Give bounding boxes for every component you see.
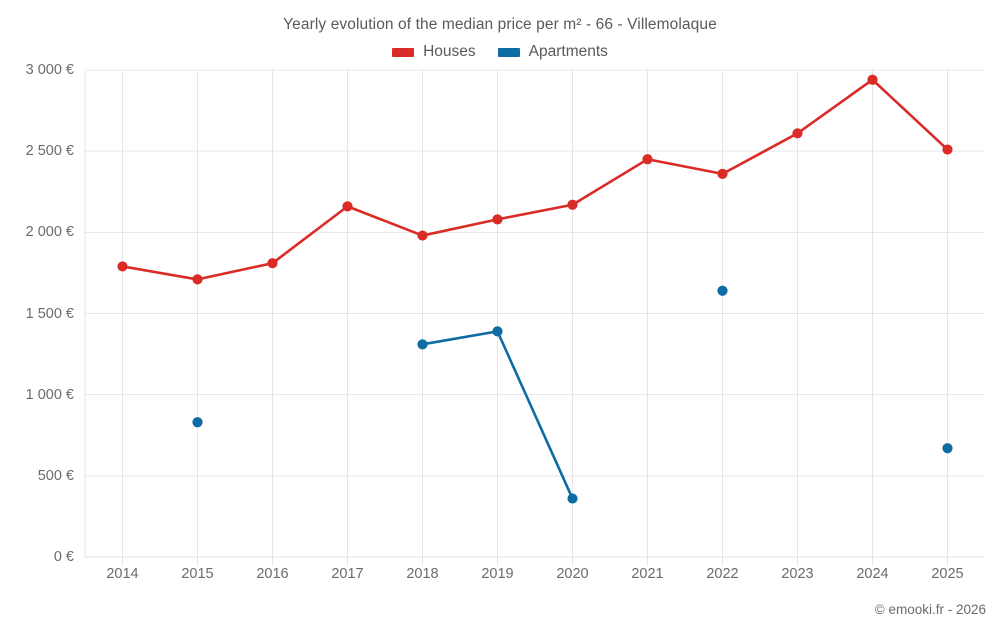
y-tick-label: 2 500 €	[25, 143, 74, 160]
y-tick-label: 2 000 €	[25, 224, 74, 241]
data-point[interactable]	[492, 326, 503, 337]
data-point[interactable]	[567, 199, 578, 210]
y-axis-tick-labels: 0 € 500 € 1 000 € 1 500 € 2 000 € 2 500 € 3 00…	[0, 0, 74, 625]
data-point[interactable]	[567, 493, 578, 504]
data-point[interactable]	[792, 128, 803, 139]
x-tick-label: 2014	[106, 566, 139, 582]
y-tick-label: 500 €	[37, 467, 74, 484]
y-tick-label: 1 500 €	[25, 305, 74, 322]
data-point[interactable]	[342, 201, 353, 212]
x-tick-label: 2016	[256, 566, 289, 582]
legend-label-apartments: Apartments	[528, 43, 608, 60]
y-tick-label: 3 000 €	[25, 62, 74, 78]
x-tick-label: 2024	[856, 566, 889, 582]
data-point[interactable]	[117, 261, 128, 272]
footer-credit: © emooki.fr - 2026	[874, 602, 986, 617]
legend-swatch-houses	[392, 47, 415, 57]
y-tick-label: 1 000 €	[25, 386, 74, 403]
x-tick-label: 2017	[331, 566, 364, 582]
data-point[interactable]	[717, 168, 728, 179]
data-point[interactable]	[417, 230, 428, 241]
x-tick-label: 2018	[406, 566, 439, 582]
data-point[interactable]	[642, 154, 653, 165]
legend-item-houses[interactable]: Houses	[392, 43, 476, 61]
chart-legend: Houses Apartments	[0, 43, 1000, 61]
chart-title: Yearly evolution of the median price per…	[283, 16, 717, 33]
x-tick-label: 2015	[181, 566, 214, 582]
data-point[interactable]	[867, 74, 878, 85]
data-point[interactable]	[417, 339, 428, 350]
x-tick-label: 2021	[631, 566, 664, 582]
data-point[interactable]	[192, 274, 203, 285]
series-apartments	[192, 285, 953, 504]
legend-swatch-apartments	[497, 47, 520, 57]
y-tick-label: 0 €	[53, 549, 74, 565]
data-point[interactable]	[267, 258, 278, 269]
x-tick-label: 2025	[931, 566, 964, 582]
x-tick-label: 2020	[556, 566, 589, 582]
x-tick-label: 2022	[706, 566, 739, 582]
legend-item-apartments[interactable]: Apartments	[497, 43, 608, 61]
series-line	[121, 78, 949, 281]
legend-label-houses: Houses	[423, 43, 476, 60]
series-houses	[117, 74, 953, 285]
x-tick-label: 2023	[781, 566, 814, 582]
data-point[interactable]	[942, 144, 953, 155]
data-point[interactable]	[492, 214, 503, 225]
x-tick-label: 2019	[481, 566, 514, 582]
data-point[interactable]	[942, 443, 953, 454]
data-point[interactable]	[717, 285, 728, 296]
data-point[interactable]	[192, 417, 203, 428]
